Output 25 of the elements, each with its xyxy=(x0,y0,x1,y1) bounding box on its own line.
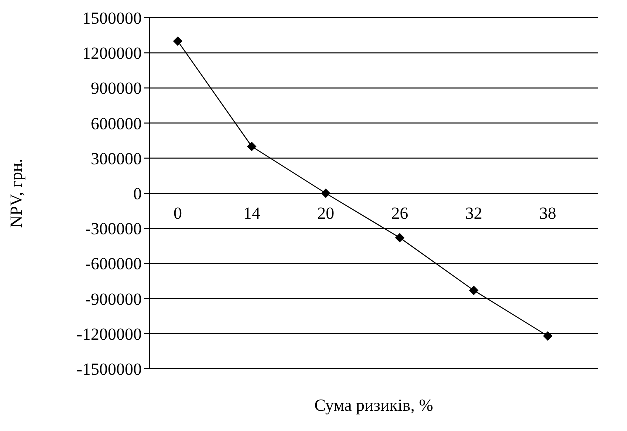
y-tick-label: 1200000 xyxy=(82,44,142,64)
point xyxy=(322,189,330,198)
point xyxy=(470,286,478,296)
point xyxy=(396,233,404,242)
x-tick-label: 26 xyxy=(392,204,408,223)
x-tick-label: 0 xyxy=(174,204,182,223)
x-axis-title: Сума ризиків, % xyxy=(314,396,434,415)
y-tick-label: 300000 xyxy=(91,149,142,168)
y-tick-label: -600000 xyxy=(85,254,142,274)
y-tick-label: -1500000 xyxy=(76,360,142,380)
x-tick-label: 32 xyxy=(466,204,482,223)
y-tick-label: 1500000 xyxy=(82,9,142,28)
x-tick-label: 20 xyxy=(318,204,334,223)
point xyxy=(248,142,256,152)
y-tick-label: -300000 xyxy=(85,220,142,239)
y-tick-label: 0 xyxy=(134,184,142,204)
y-tick-label: 600000 xyxy=(91,114,142,134)
y-tick-label: 900000 xyxy=(91,79,142,98)
point xyxy=(544,332,552,341)
x-tick-label: 14 xyxy=(244,204,261,223)
y-tick-label: -900000 xyxy=(85,290,142,309)
x-tick-label: 38 xyxy=(540,204,556,223)
y-axis-title: NPV, грн. xyxy=(7,158,26,228)
point xyxy=(174,36,182,46)
y-tick-label: -1200000 xyxy=(76,324,142,344)
